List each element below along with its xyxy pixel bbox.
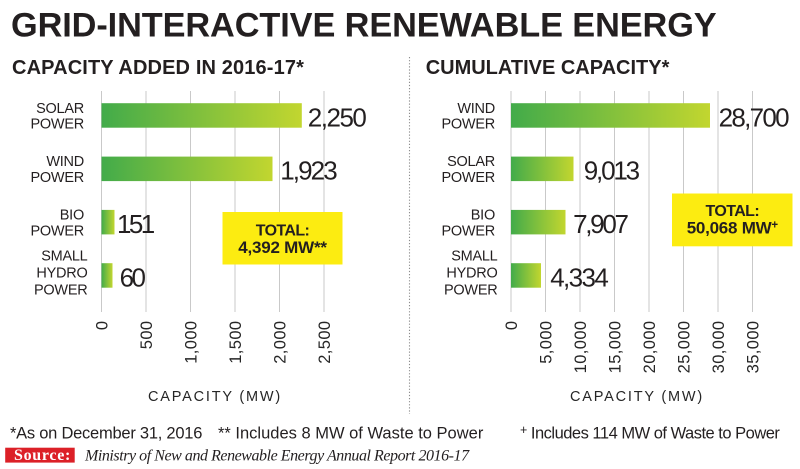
svg-text:BIO: BIO	[471, 207, 495, 223]
svg-text:** Includes 8 MW of Waste to P: ** Includes 8 MW of Waste to Power	[218, 425, 484, 443]
svg-text:35,000: 35,000	[745, 321, 763, 374]
svg-text:Ministry of New and Renewable: Ministry of New and Renewable Energy Ann…	[84, 447, 470, 464]
svg-text:TOTAL:: TOTAL:	[256, 223, 310, 240]
svg-text:28,700: 28,700	[719, 102, 790, 132]
svg-text:5,000: 5,000	[538, 321, 556, 364]
svg-text:7,907: 7,907	[573, 209, 628, 239]
svg-text:500: 500	[138, 321, 156, 350]
svg-text:WIND: WIND	[457, 101, 495, 117]
svg-text:TOTAL:: TOTAL:	[706, 203, 760, 220]
svg-text:1,923: 1,923	[280, 156, 337, 186]
svg-text:15,000: 15,000	[607, 321, 625, 374]
svg-text:50,068 MW+: 50,068 MW+	[687, 218, 779, 237]
svg-text:SMALL: SMALL	[41, 249, 87, 265]
svg-text:BIO: BIO	[60, 207, 84, 223]
svg-text:POWER: POWER	[444, 282, 498, 298]
svg-text:151: 151	[117, 209, 155, 239]
svg-text:GRID-INTERACTIVE RENEWABLE ENE: GRID-INTERACTIVE RENEWABLE ENERGY	[11, 6, 717, 44]
svg-text:10,000: 10,000	[572, 321, 590, 374]
svg-text:2,250: 2,250	[308, 102, 367, 132]
svg-text:SOLAR: SOLAR	[447, 154, 495, 170]
svg-text:1,000: 1,000	[183, 321, 201, 364]
svg-text:4,334: 4,334	[550, 262, 608, 292]
svg-text:SOLAR: SOLAR	[36, 101, 84, 117]
svg-text:Source:: Source:	[14, 447, 71, 464]
svg-text:CUMULATIVE CAPACITY*: CUMULATIVE CAPACITY*	[426, 57, 670, 79]
svg-text:20,000: 20,000	[641, 321, 659, 374]
svg-text:HYDRO: HYDRO	[36, 265, 87, 281]
svg-text:POWER: POWER	[441, 223, 495, 239]
svg-text:CAPACITY ADDED IN 2016-17*: CAPACITY ADDED IN 2016-17*	[12, 57, 304, 79]
svg-text:0: 0	[503, 321, 521, 331]
svg-text:WIND: WIND	[46, 154, 84, 170]
svg-text:9,013: 9,013	[584, 156, 640, 186]
svg-text:0: 0	[94, 321, 112, 331]
svg-text:SMALL: SMALL	[451, 249, 497, 265]
svg-text:25,000: 25,000	[676, 321, 694, 374]
svg-text:POWER: POWER	[30, 223, 84, 239]
svg-text:2,000: 2,000	[272, 321, 290, 364]
svg-text:POWER: POWER	[441, 170, 495, 186]
svg-text:POWER: POWER	[34, 282, 88, 298]
svg-text:2,500: 2,500	[316, 321, 334, 364]
svg-text:1,500: 1,500	[227, 321, 245, 364]
svg-text:POWER: POWER	[30, 117, 84, 133]
svg-text:60: 60	[120, 262, 146, 292]
svg-text:HYDRO: HYDRO	[446, 265, 497, 281]
svg-text:CAPACITY (MW): CAPACITY (MW)	[570, 389, 704, 405]
svg-text:4,392 MW**: 4,392 MW**	[238, 238, 327, 257]
svg-text:*As on December 31, 2016: *As on December 31, 2016	[10, 425, 202, 443]
svg-text:+ Includes 114 MW of Waste to: + Includes 114 MW of Waste to Power	[520, 423, 780, 443]
svg-text:POWER: POWER	[30, 170, 84, 186]
svg-text:30,000: 30,000	[710, 321, 728, 374]
svg-text:CAPACITY (MW): CAPACITY (MW)	[148, 389, 282, 405]
svg-text:POWER: POWER	[441, 117, 495, 133]
